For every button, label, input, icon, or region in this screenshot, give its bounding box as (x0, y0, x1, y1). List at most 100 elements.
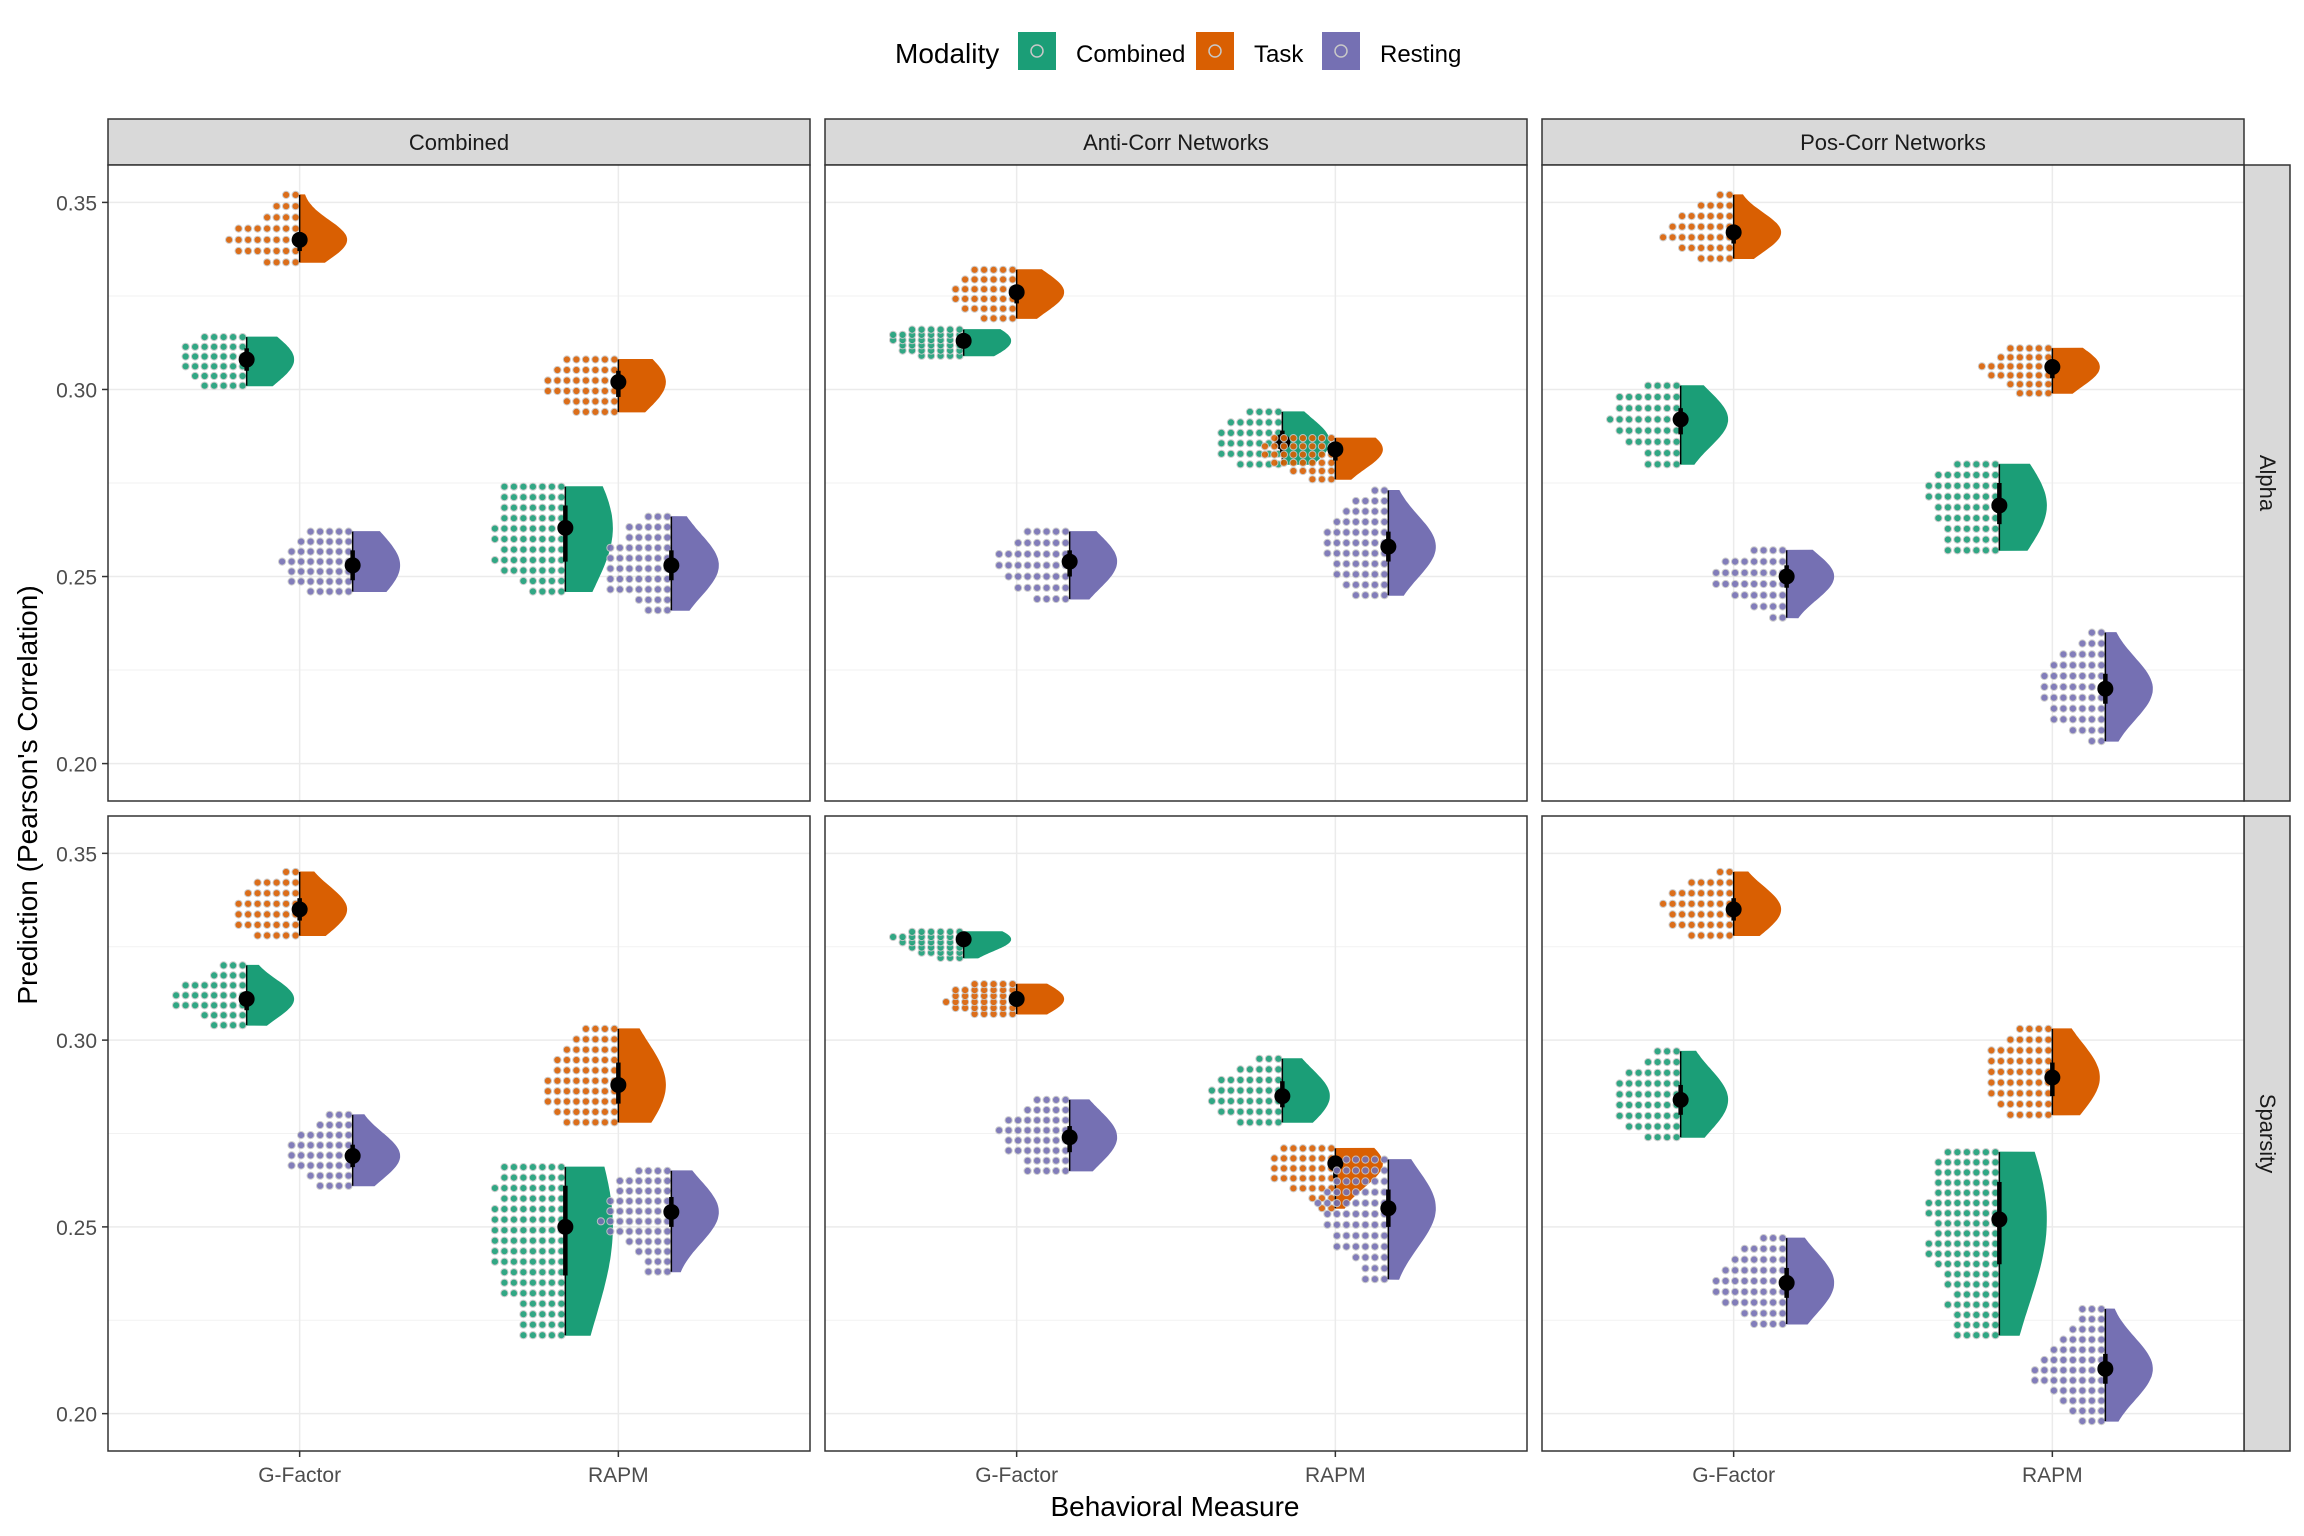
data-dot (1962, 460, 1972, 469)
x-tick-label: RAPM (1305, 1464, 1366, 1487)
data-dot (1207, 1097, 1217, 1106)
data-dot (2097, 1315, 2106, 1324)
data-dot (1962, 1219, 1972, 1228)
data-dot (1953, 1219, 1962, 1228)
data-dot (210, 981, 219, 990)
data-dot (291, 889, 300, 898)
data-dot (2015, 1089, 2025, 1098)
data-dot (1750, 1319, 1759, 1329)
data-dot (1962, 1239, 1972, 1248)
data-dot (1672, 1068, 1681, 1077)
data-dot (2040, 682, 2049, 692)
data-dot (1014, 572, 1023, 581)
data-dot (200, 342, 209, 351)
median-point (1061, 1129, 1078, 1146)
data-dot (500, 566, 509, 575)
data-dot (490, 1226, 499, 1235)
data-dot (1653, 460, 1662, 469)
data-dot (557, 1299, 566, 1308)
data-dot (1380, 591, 1389, 600)
data-dot (1953, 1209, 1962, 1218)
data-dot (2087, 1305, 2096, 1314)
cloud-rapm-combined (1924, 460, 2047, 555)
half-violin (1016, 983, 1065, 1015)
half-violin (1998, 1151, 2047, 1336)
data-dot (1308, 1144, 1317, 1153)
data-dot (1981, 1310, 1991, 1320)
data-dot (581, 386, 591, 396)
data-dot (490, 1236, 499, 1245)
data-dot (335, 1120, 344, 1130)
data-dot (500, 535, 509, 544)
data-dot (644, 585, 653, 594)
data-dot (1317, 1164, 1327, 1173)
data-dot (1672, 449, 1681, 458)
data-dot (229, 342, 238, 351)
data-dot (600, 386, 610, 396)
data-dot (2025, 362, 2034, 371)
data-dot (1004, 561, 1013, 570)
data-dot (1996, 353, 2006, 362)
data-dot (1981, 460, 1991, 469)
data-dot (490, 556, 499, 565)
data-dot (1004, 572, 1013, 581)
data-dot (889, 330, 898, 339)
data-dot (1351, 1209, 1361, 1219)
data-dot (1361, 1199, 1370, 1208)
data-dot (1962, 1158, 1972, 1167)
data-dot (653, 523, 663, 532)
data-dot (2040, 693, 2049, 702)
facet-panel-1-1 (824, 815, 1528, 1452)
data-dot (557, 1289, 566, 1298)
half-violin (1069, 531, 1118, 600)
data-dot (172, 1001, 181, 1010)
data-dot (1342, 507, 1351, 516)
data-dot (528, 587, 538, 596)
data-dot (297, 567, 306, 576)
data-dot (606, 1197, 615, 1206)
data-dot (490, 1215, 499, 1224)
data-dot (2068, 1355, 2077, 1365)
data-dot (1953, 1229, 1962, 1238)
data-dot (1361, 496, 1370, 506)
data-dot (653, 1197, 663, 1206)
data-dot (2044, 380, 2053, 389)
data-dot (610, 407, 619, 416)
data-dot (2034, 1110, 2044, 1119)
data-dot (653, 543, 663, 552)
data-dot (2059, 1386, 2068, 1395)
data-dot (999, 285, 1008, 294)
data-dot (600, 1055, 610, 1065)
data-dot (1289, 1164, 1298, 1173)
data-dot (634, 1237, 644, 1246)
data-dot (2059, 1366, 2068, 1375)
data-dot (1972, 1188, 1981, 1197)
data-dot (306, 1161, 315, 1170)
data-dot (1615, 415, 1624, 424)
data-dot (2087, 1386, 2096, 1395)
data-dot (1274, 1054, 1283, 1063)
legend-item-task: Task (1196, 32, 1304, 70)
data-dot (644, 1166, 653, 1176)
median-point (291, 901, 308, 918)
data-dot (509, 514, 519, 523)
data-dot (316, 557, 325, 566)
data-dot (1759, 1298, 1768, 1307)
data-dot (1236, 428, 1245, 437)
data-dot (1332, 1188, 1342, 1197)
data-dot (946, 325, 955, 334)
data-dot (238, 333, 247, 342)
data-dot (1644, 1079, 1653, 1088)
data-dot (1361, 1155, 1370, 1164)
data-dot (219, 362, 228, 371)
data-dot (1255, 407, 1264, 416)
data-dot (1625, 437, 1634, 446)
data-dot (663, 1257, 672, 1266)
data-dot (1725, 243, 1734, 252)
data-dot (1991, 470, 2000, 480)
data-dot (1625, 392, 1634, 402)
data-dot (1270, 1154, 1279, 1163)
data-dot (2044, 1110, 2053, 1119)
y-tick-label: 0.30 (56, 379, 97, 402)
data-dot (1052, 527, 1061, 536)
